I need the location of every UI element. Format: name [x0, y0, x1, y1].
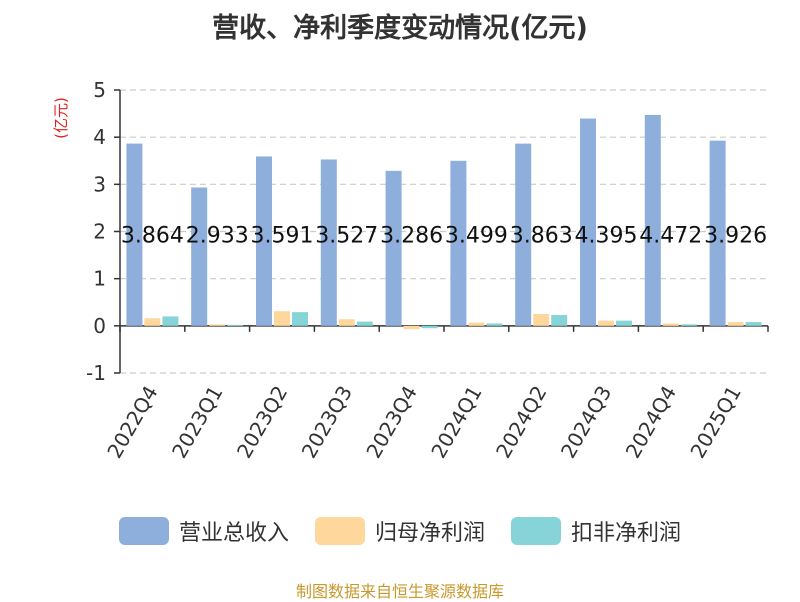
x-tick-label-2024Q3: 2024Q3	[556, 382, 616, 463]
bar-series-1-2023Q1[interactable]	[209, 324, 226, 326]
bar-series-0-2022Q4[interactable]	[126, 143, 143, 326]
bar-series-0-2024Q4[interactable]	[644, 114, 661, 326]
data-label-2023Q1: 2.933	[186, 224, 249, 249]
bar-series-2-2024Q1[interactable]	[486, 323, 503, 326]
bar-series-1-2023Q4[interactable]	[403, 325, 420, 330]
y-tick-label: -1	[86, 361, 106, 385]
y-tick-label: 2	[93, 220, 106, 244]
bar-series-2-2023Q4[interactable]	[421, 325, 438, 329]
bar-series-0-2025Q1[interactable]	[709, 140, 726, 326]
legend-swatch-deducted-profit	[511, 517, 561, 545]
y-tick-label: 5	[93, 78, 106, 102]
bar-series-2-2024Q2[interactable]	[551, 314, 568, 326]
bar-series-0-2023Q2[interactable]	[256, 156, 272, 326]
bar-series-1-2025Q1[interactable]	[727, 322, 744, 326]
bar-series-0-2023Q4[interactable]	[385, 170, 402, 326]
legend-swatch-net-profit	[314, 517, 365, 545]
bars	[126, 114, 762, 330]
bar-series-1-2024Q4[interactable]	[662, 323, 679, 326]
legend-item-deducted-profit[interactable]: 扣非净利润	[511, 515, 681, 547]
x-tick-label-2023Q4: 2023Q4	[361, 382, 421, 463]
bar-series-1-2023Q2[interactable]	[274, 311, 290, 326]
x-tick-label-2023Q3: 2023Q3	[297, 382, 357, 463]
bar-series-0-2024Q1[interactable]	[450, 160, 467, 326]
source-note: 制图数据来自恒生聚源数据库	[295, 582, 504, 601]
data-label-2025Q1: 3.926	[704, 224, 767, 249]
data-label-2022Q4: 3.864	[121, 224, 184, 249]
bar-series-2-2023Q2[interactable]	[292, 312, 308, 326]
bar-series-1-2023Q3[interactable]	[338, 319, 355, 326]
bar-series-0-2023Q3[interactable]	[320, 159, 337, 326]
legend-label-revenue: 营业总收入	[178, 521, 289, 546]
y-tick-label: 1	[93, 267, 106, 291]
x-tick-label-2025Q1: 2025Q1	[685, 382, 745, 463]
data-label-2023Q3: 3.527	[315, 224, 378, 249]
x-tick-label-2024Q2: 2024Q2	[491, 382, 551, 463]
y-tick-label: 0	[93, 314, 106, 338]
x-tick-label-2023Q2: 2023Q2	[232, 382, 292, 463]
legend-swatch-revenue	[118, 517, 169, 545]
y-tick-label: 3	[93, 172, 106, 196]
bar-series-2-2023Q1[interactable]	[227, 324, 244, 326]
data-label-2024Q3: 4.395	[575, 224, 638, 249]
bar-series-1-2024Q1[interactable]	[468, 322, 485, 326]
bar-series-2-2024Q3[interactable]	[616, 320, 632, 326]
legend-label-net-profit: 归母净利润	[374, 521, 485, 546]
bar-series-0-2024Q2[interactable]	[515, 143, 532, 326]
data-label-2024Q4: 4.472	[639, 224, 702, 249]
bar-series-2-2022Q4[interactable]	[162, 316, 179, 326]
legend-item-revenue[interactable]: 营业总收入	[118, 515, 289, 547]
bar-series-1-2024Q3[interactable]	[598, 320, 614, 326]
data-labels: 3.864 2.933 3.591 3.527 3.286 3.499 3.863 4.395…	[121, 224, 767, 249]
x-tick-label-2024Q1: 2024Q1	[426, 382, 486, 463]
data-label-2023Q4: 3.286	[380, 224, 443, 249]
y-axis-unit-label: (亿元)	[52, 97, 70, 139]
bar-series-0-2023Q1[interactable]	[191, 187, 208, 326]
legend-label-deducted-profit: 扣非净利润	[571, 521, 682, 546]
chart-title: 营收、净利季度变动情况(亿元)	[212, 13, 588, 44]
bar-series-1-2022Q4[interactable]	[144, 318, 161, 326]
bar-series-1-2024Q2[interactable]	[533, 314, 550, 326]
data-label-2023Q2: 3.591	[251, 224, 314, 249]
bar-series-2-2025Q1[interactable]	[745, 322, 762, 326]
bar-series-2-2023Q3[interactable]	[356, 321, 373, 326]
x-tick-label-2022Q4: 2022Q4	[102, 382, 162, 463]
bar-series-2-2024Q4[interactable]	[680, 324, 697, 326]
x-tick-label-2024Q4: 2024Q4	[621, 382, 681, 463]
legend-item-net-profit[interactable]: 归母净利润	[314, 515, 485, 547]
x-tick-label-2023Q1: 2023Q1	[167, 382, 227, 463]
data-label-2024Q1: 3.499	[445, 224, 508, 249]
data-label-2024Q2: 3.863	[510, 224, 573, 249]
legend: 营业总收入 归母净利润 扣非净利润	[0, 515, 800, 547]
bar-series-0-2024Q3[interactable]	[580, 118, 596, 326]
y-tick-label: 4	[93, 125, 106, 149]
